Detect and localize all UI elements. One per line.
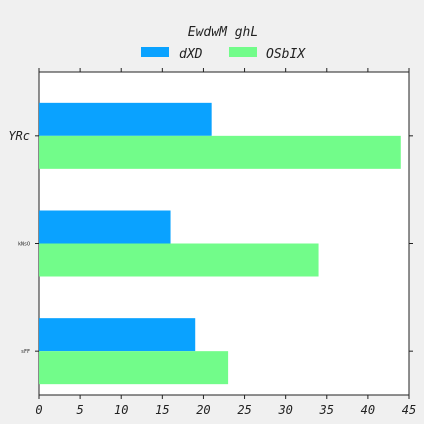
x-tick-label-20: 20	[196, 403, 210, 417]
chart-title: EwdwM ghL	[188, 25, 258, 40]
x-tick-label-35: 35	[319, 403, 334, 417]
bar-osbix-knso	[39, 243, 319, 277]
y-axis: YRc kNsO sFF	[8, 129, 413, 355]
bar-dxd-knso	[39, 210, 171, 244]
x-tick-label-30: 30	[277, 403, 292, 417]
x-tick-label-45: 45	[402, 403, 416, 417]
bar-dxd-yrc	[39, 102, 212, 136]
legend-swatch-dxd	[141, 47, 169, 57]
legend-label-osbix: OSbIX	[266, 47, 306, 62]
x-tick-label-40: 40	[361, 403, 375, 417]
x-tick-label-10: 10	[114, 403, 128, 417]
y-tick-label-sff: sFF	[21, 349, 30, 355]
x-axis: 0 5 10 15 20 25 30 35 40 45	[35, 68, 416, 417]
x-tick-label-0: 0	[35, 403, 42, 417]
x-tick-label-5: 5	[76, 403, 83, 417]
bars-group	[39, 102, 401, 385]
legend: dXD OSbIX	[141, 47, 306, 62]
x-tick-label-25: 25	[237, 403, 251, 417]
x-tick-label-15: 15	[155, 403, 169, 417]
y-tick-label-knso: kNsO	[18, 242, 30, 248]
legend-swatch-osbix	[229, 47, 257, 57]
y-tick-label-yrc: YRc	[8, 129, 30, 143]
bar-osbix-yrc	[39, 135, 401, 169]
bar-dxd-sff	[39, 318, 196, 352]
bar-osbix-sff	[39, 351, 229, 385]
legend-label-dxd: dXD	[179, 47, 203, 62]
